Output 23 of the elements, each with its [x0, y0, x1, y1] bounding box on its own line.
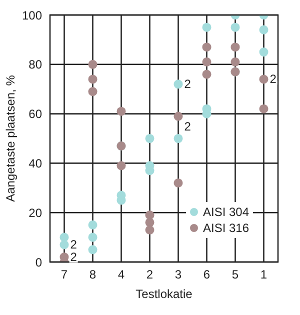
y-axis-title: Aangetaste plaatsen, %	[3, 74, 18, 202]
legend-label: AISI 316	[203, 220, 250, 236]
x-axis-title: Testlokatie	[136, 287, 193, 301]
x-tick-label: 8	[89, 268, 96, 282]
x-tick-label: 6	[203, 268, 210, 282]
x-tick-label: 5	[232, 268, 239, 282]
x-tick-label: 7	[60, 268, 68, 282]
x-tick-label: 4	[118, 268, 125, 282]
x-tick-label: 2	[146, 268, 154, 282]
y-tick-label: 20	[28, 206, 42, 220]
annotation: 2	[270, 72, 277, 86]
y-tick-label: 0	[35, 255, 42, 270]
y-tick-label: 100	[22, 8, 42, 22]
y-tick-label: 80	[28, 58, 42, 72]
y-tick-label: 60	[28, 107, 42, 122]
annotation: 2	[70, 250, 78, 264]
legend-label: AISI 304	[203, 204, 250, 220]
annotation: 2	[184, 77, 192, 92]
y-tick-label: 40	[28, 156, 42, 170]
x-tick-label: 3	[174, 268, 182, 282]
annotation: 2	[70, 238, 78, 252]
x-tick-label: 1	[260, 268, 268, 282]
annotation: 2	[184, 119, 192, 134]
